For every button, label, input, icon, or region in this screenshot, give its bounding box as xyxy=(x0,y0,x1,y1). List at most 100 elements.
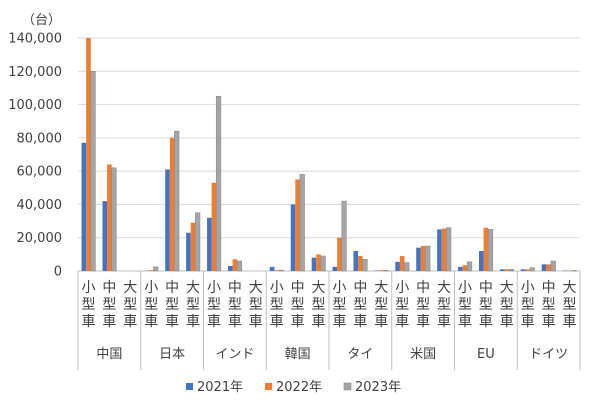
group-label: インド xyxy=(215,347,254,362)
category-label: 型 xyxy=(102,297,116,313)
category-label: 車 xyxy=(374,313,388,330)
bar xyxy=(227,266,233,271)
bar xyxy=(446,227,452,272)
bar xyxy=(102,201,108,271)
category-labels: 小型車 中型車 大型車 小型車 中型車 大型車 小型車 中型車 大型車 小型車 中型車 大型車 小型車 中… xyxy=(81,280,576,330)
legend-label: 2022年 xyxy=(276,380,322,395)
category-label: 車 xyxy=(165,313,179,330)
category-label: 型 xyxy=(332,297,346,313)
gridlines xyxy=(78,37,580,272)
y-tick-label: 140,000 xyxy=(8,32,62,47)
bar xyxy=(90,70,96,272)
category-label: 車 xyxy=(312,313,326,330)
bar xyxy=(269,266,275,271)
bar xyxy=(383,269,389,272)
category-label: 車 xyxy=(249,313,263,330)
bar xyxy=(466,261,473,272)
category-label: 型 xyxy=(186,297,200,313)
y-tick-label: 60,000 xyxy=(17,165,63,180)
bar xyxy=(186,232,191,271)
bar xyxy=(404,262,410,272)
bar xyxy=(211,182,217,271)
bar xyxy=(441,228,447,271)
y-unit-label: （台） xyxy=(22,13,61,28)
group-label: EU xyxy=(477,347,495,362)
bar xyxy=(165,169,170,271)
bar xyxy=(153,266,159,272)
bar xyxy=(541,264,547,271)
bar xyxy=(508,269,514,272)
category-label: 型 xyxy=(437,297,451,313)
category-label: 小 xyxy=(521,280,535,296)
category-label: 型 xyxy=(144,297,158,313)
bar xyxy=(478,251,484,271)
category-label: 型 xyxy=(479,297,493,313)
bar xyxy=(416,247,421,271)
bar xyxy=(395,261,400,271)
category-label: 車 xyxy=(144,313,158,330)
bar xyxy=(462,265,468,271)
category-label: 中 xyxy=(353,280,367,296)
category-label: 大 xyxy=(123,280,137,296)
legend-swatch xyxy=(265,383,272,390)
y-tick-label: 20,000 xyxy=(17,231,63,246)
category-label: 小 xyxy=(144,280,158,296)
bar xyxy=(437,229,442,271)
category-label: 型 xyxy=(81,297,95,313)
bar xyxy=(81,142,87,271)
category-label: 中 xyxy=(479,280,493,296)
category-label: 型 xyxy=(249,297,263,313)
category-label: 車 xyxy=(479,313,493,330)
bar xyxy=(320,255,326,272)
group-label: 中国 xyxy=(96,347,122,362)
y-axis-ticks: 0 20,000 40,000 60,000 80,000 100,000 120,000 1… xyxy=(8,32,62,280)
bar xyxy=(546,264,551,271)
bar xyxy=(499,269,505,271)
bar xyxy=(207,217,212,271)
group-label: ドイツ xyxy=(529,347,568,362)
bar xyxy=(195,212,201,272)
group-label: 米国 xyxy=(410,347,436,362)
category-label: 車 xyxy=(291,313,305,330)
y-tick-label: 100,000 xyxy=(8,98,62,113)
bar xyxy=(295,179,300,271)
category-label: 車 xyxy=(563,313,577,330)
legend-swatch xyxy=(343,382,352,391)
bar xyxy=(399,256,405,271)
category-label: 型 xyxy=(291,297,305,313)
group-labels: 中国 日本 インド 韓国 タイ 米国 EU ドイツ xyxy=(77,271,581,370)
category-label: 中 xyxy=(291,280,305,296)
category-label: 型 xyxy=(270,297,284,313)
group-label: タイ xyxy=(347,347,373,362)
bars xyxy=(81,38,577,272)
y-tick-label: 80,000 xyxy=(17,131,63,146)
bar xyxy=(174,130,180,272)
bar xyxy=(278,269,284,272)
legend-label: 2023年 xyxy=(355,380,401,395)
category-label: 型 xyxy=(395,297,409,313)
category-label: 小 xyxy=(81,280,95,296)
category-label: 車 xyxy=(186,313,200,330)
category-label: 型 xyxy=(312,297,326,313)
category-label: 型 xyxy=(542,297,556,313)
category-label: 型 xyxy=(563,297,577,313)
y-tick-label: 0 xyxy=(54,265,62,280)
bar xyxy=(236,260,243,272)
bar xyxy=(148,270,154,271)
bar xyxy=(525,269,531,271)
category-label: 型 xyxy=(165,297,179,313)
bar xyxy=(332,266,338,271)
category-label: 大 xyxy=(249,280,263,296)
category-label: 型 xyxy=(207,297,221,313)
bar xyxy=(520,269,526,271)
y-tick-label: 40,000 xyxy=(17,198,63,213)
bar xyxy=(232,259,238,271)
category-label: 小 xyxy=(458,280,472,296)
category-label: 車 xyxy=(332,313,346,330)
y-tick-label: 120,000 xyxy=(8,65,62,80)
category-label: 小 xyxy=(395,280,409,296)
category-label: 大 xyxy=(437,280,451,296)
legend: 2021年 2022年 2023年 xyxy=(186,380,401,395)
bar xyxy=(362,259,368,272)
